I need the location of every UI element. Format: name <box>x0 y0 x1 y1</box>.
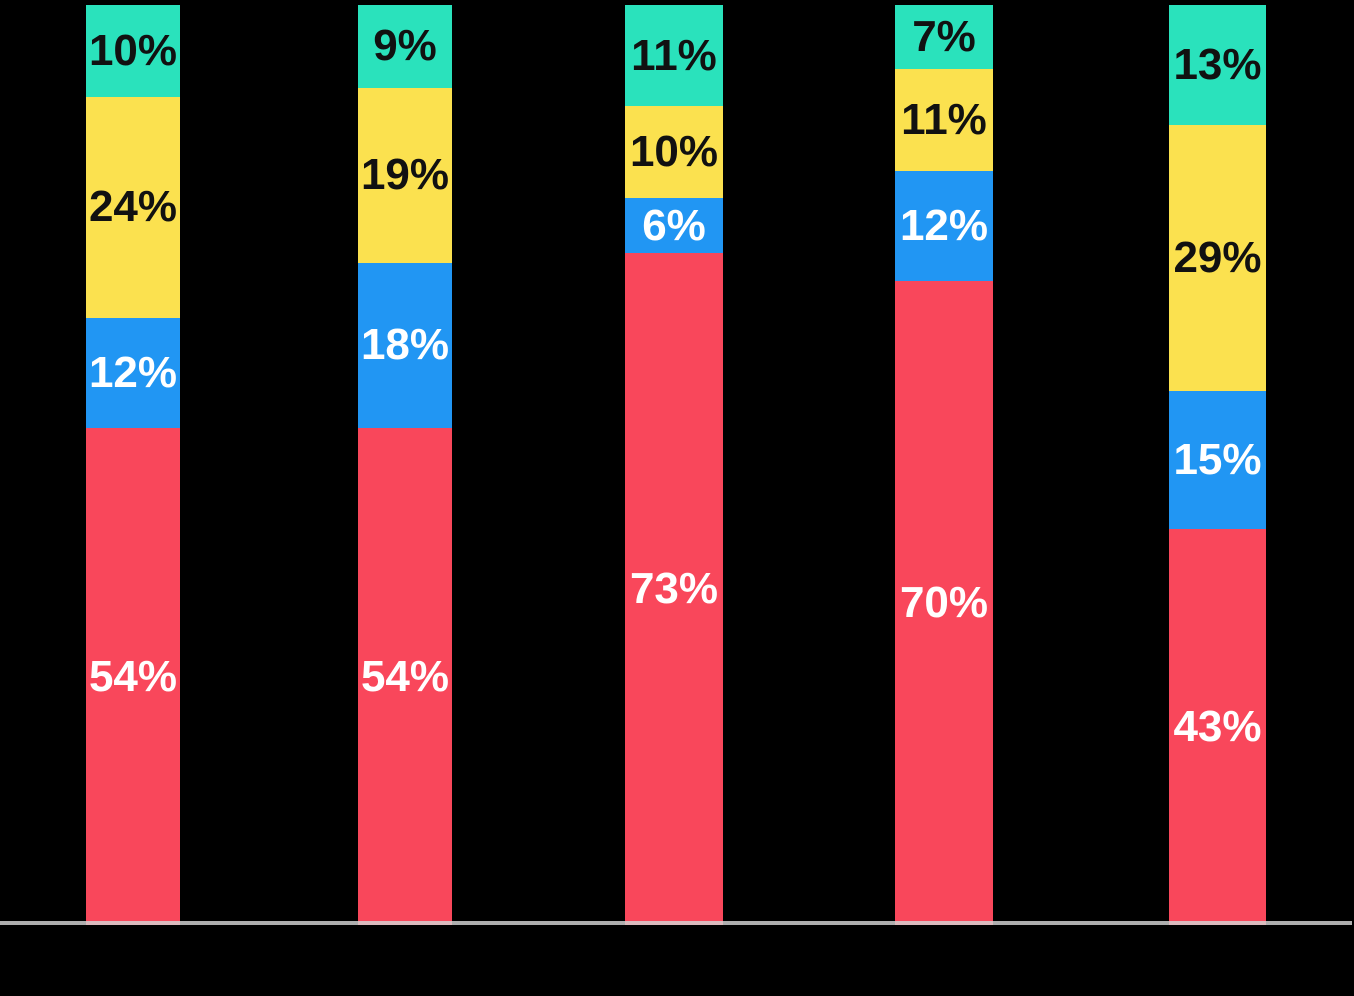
segment-value-label: 9% <box>373 21 437 71</box>
segment-value-label: 12% <box>899 200 989 250</box>
bar-segment-yellow: 29% <box>1169 124 1266 392</box>
bar-segment-teal: 9% <box>358 5 452 88</box>
bar-segment-teal: 7% <box>895 5 993 70</box>
segment-value-label: 24% <box>88 182 178 232</box>
x-axis-baseline <box>0 921 1352 925</box>
stacked-bar-2: 9% 19% 18% 54% <box>358 5 452 925</box>
segment-value-label: 73% <box>629 564 719 614</box>
segment-value-label: 43% <box>1173 702 1262 752</box>
bar-segment-red: 43% <box>1169 529 1266 925</box>
segment-value-label: 19% <box>360 150 450 200</box>
bar-segment-teal: 10% <box>86 5 180 97</box>
bar-segment-red: 70% <box>895 280 993 925</box>
bar-segment-yellow: 19% <box>358 87 452 263</box>
bar-segment-red: 73% <box>625 253 723 925</box>
stacked-bar-3: 11% 10% 6% 73% <box>625 5 723 925</box>
segment-value-label: 11% <box>901 94 987 144</box>
bar-segment-teal: 11% <box>625 5 723 107</box>
segment-value-label: 54% <box>360 651 450 701</box>
segment-value-label: 7% <box>912 12 976 62</box>
segment-value-label: 54% <box>88 651 178 701</box>
segment-value-label: 6% <box>642 200 706 250</box>
segment-value-label: 12% <box>88 347 178 397</box>
bar-segment-blue: 12% <box>895 170 993 281</box>
segment-value-label: 11% <box>631 30 717 80</box>
bar-segment-red: 54% <box>358 428 452 925</box>
bar-segment-yellow: 10% <box>625 106 723 199</box>
bar-segment-red: 54% <box>86 428 180 925</box>
bar-segment-teal: 13% <box>1169 5 1266 125</box>
segment-value-label: 70% <box>899 577 989 627</box>
segment-value-label: 13% <box>1173 39 1262 89</box>
bar-segment-blue: 15% <box>1169 391 1266 530</box>
bar-segment-blue: 12% <box>86 317 180 429</box>
bar-segment-blue: 6% <box>625 198 723 254</box>
stacked-bar-5: 13% 29% 15% 43% <box>1169 5 1266 925</box>
bar-segment-yellow: 24% <box>86 97 180 318</box>
segment-value-label: 29% <box>1173 232 1262 282</box>
stacked-bar-4: 7% 11% 12% 70% <box>895 5 993 925</box>
segment-value-label: 10% <box>629 127 719 177</box>
stacked-bar-1: 10% 24% 12% 54% <box>86 5 180 925</box>
segment-value-label: 18% <box>360 320 450 370</box>
segment-value-label: 15% <box>1173 435 1262 485</box>
bar-segment-blue: 18% <box>358 262 452 429</box>
bar-segment-yellow: 11% <box>895 69 993 171</box>
segment-value-label: 10% <box>88 26 178 75</box>
